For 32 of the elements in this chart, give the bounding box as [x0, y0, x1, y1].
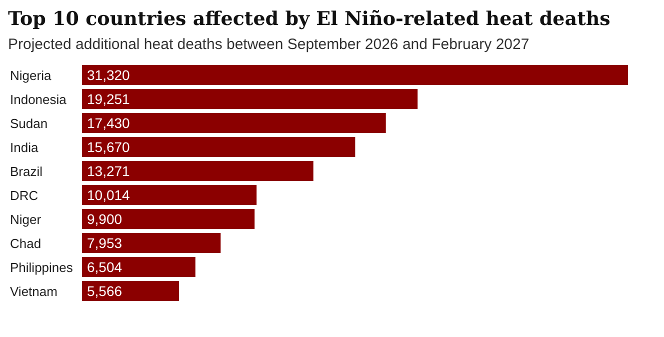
y-tick-label: India: [10, 140, 39, 155]
y-tick-label: DRC: [10, 188, 38, 203]
data-label: 15,670: [87, 138, 130, 155]
bar: [82, 281, 180, 301]
data-label: 17,430: [87, 114, 130, 131]
bar: [82, 161, 314, 181]
data-label: 7,953: [87, 234, 122, 251]
y-tick-label: Nigeria: [10, 68, 52, 83]
bar: [82, 185, 257, 205]
y-tick-label: Vietnam: [10, 284, 58, 299]
data-label: 19,251: [87, 90, 130, 107]
bar: [82, 65, 628, 85]
bar: [82, 233, 221, 253]
data-label: 6,504: [87, 258, 122, 275]
y-tick-label: Philippines: [10, 260, 74, 275]
y-tick-label: Brazil: [10, 164, 43, 179]
bar: [82, 257, 196, 277]
data-label: 13,271: [87, 162, 130, 179]
bar: [82, 89, 418, 109]
chart-title: Top 10 countries affected by El Niño-related heat deaths: [8, 8, 612, 30]
y-tick-label: Chad: [10, 236, 42, 251]
bar: [82, 209, 255, 229]
y-tick-label: Indonesia: [10, 92, 68, 107]
y-tick-label: Niger: [10, 212, 42, 227]
data-label: 10,014: [87, 186, 130, 203]
data-label: 9,900: [87, 210, 122, 227]
bar: [82, 113, 386, 133]
data-label: 5,566: [87, 282, 122, 299]
data-label: 31,320: [87, 66, 130, 83]
chart-subtitle: Projected additional heat deaths between September 2026 and February 2027: [8, 36, 530, 53]
y-tick-label: Sudan: [10, 116, 48, 131]
bar: [82, 137, 356, 157]
